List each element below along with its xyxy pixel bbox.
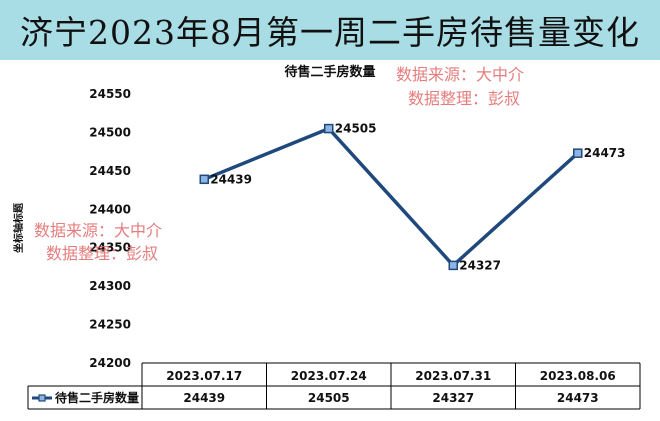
data-label: 24473 — [584, 146, 626, 160]
x-category-label: 2023.08.06 — [540, 369, 616, 383]
legend-marker-swatch — [38, 394, 46, 402]
y-tick-label: 24350 — [89, 241, 131, 255]
table-value-cell: 24327 — [432, 391, 474, 405]
y-tick-label: 24250 — [89, 318, 131, 332]
data-point-marker — [573, 148, 583, 158]
y-axis-title: 坐标轴标题 — [12, 202, 25, 253]
watermark-source: 数据来源：大中介 — [34, 221, 162, 240]
watermark-editor: 数据整理：彭叔 — [408, 89, 520, 108]
y-tick-label: 24450 — [89, 164, 131, 178]
data-label: 24505 — [335, 122, 377, 136]
banner-title: 济宁2023年8月第一周二手房待售量变化 — [20, 13, 640, 52]
data-point-marker — [199, 174, 209, 185]
y-tick-label: 24300 — [89, 279, 131, 293]
table-value-cell: 24439 — [183, 391, 225, 405]
watermark-source: 数据来源：大中介 — [396, 65, 524, 84]
title-banner: 济宁2023年8月第一周二手房待售量变化 — [0, 0, 660, 60]
legend-series-label: 待售二手房数量 — [55, 390, 139, 405]
data-point-marker — [324, 123, 334, 134]
data-label: 24327 — [459, 258, 501, 272]
table-value-cell: 24505 — [308, 391, 350, 405]
data-point-marker — [448, 260, 458, 271]
series-line — [203, 126, 579, 268]
y-tick-label: 24400 — [89, 202, 131, 216]
x-category-label: 2023.07.24 — [291, 369, 367, 383]
watermark-editor: 数据整理：彭叔 — [46, 244, 158, 263]
chart-title: 待售二手房数量 — [283, 64, 375, 80]
x-category-label: 2023.07.17 — [166, 369, 242, 383]
y-tick-label: 24500 — [89, 125, 131, 139]
y-tick-label: 24550 — [89, 87, 131, 101]
y-tick-label: 24200 — [89, 356, 131, 370]
table-value-cell: 24473 — [557, 391, 599, 405]
data-label: 24439 — [210, 172, 252, 186]
x-category-label: 2023.07.31 — [415, 369, 491, 383]
